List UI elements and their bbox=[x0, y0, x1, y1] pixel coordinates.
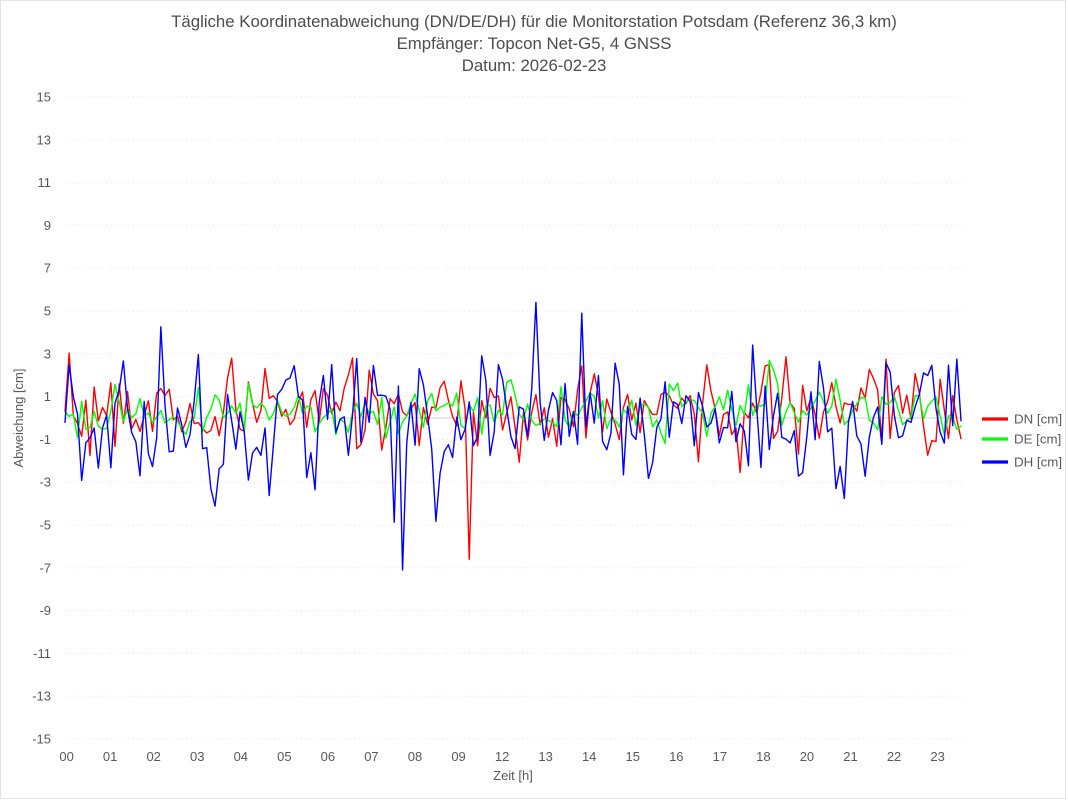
svg-text:7: 7 bbox=[44, 261, 51, 276]
svg-text:-13: -13 bbox=[32, 689, 51, 704]
svg-text:17: 17 bbox=[713, 749, 727, 764]
svg-text:21: 21 bbox=[843, 749, 857, 764]
svg-text:18: 18 bbox=[756, 749, 770, 764]
svg-text:08: 08 bbox=[408, 749, 422, 764]
svg-text:04: 04 bbox=[234, 749, 248, 764]
svg-text:05: 05 bbox=[277, 749, 291, 764]
svg-text:9: 9 bbox=[44, 218, 51, 233]
svg-text:-7: -7 bbox=[39, 560, 51, 575]
svg-text:01: 01 bbox=[103, 749, 117, 764]
svg-text:-11: -11 bbox=[33, 646, 51, 661]
svg-text:06: 06 bbox=[321, 749, 335, 764]
svg-text:03: 03 bbox=[190, 749, 204, 764]
svg-text:23: 23 bbox=[930, 749, 944, 764]
svg-text:15: 15 bbox=[626, 749, 640, 764]
svg-text:00: 00 bbox=[59, 749, 73, 764]
svg-text:DH [cm]: DH [cm] bbox=[1014, 455, 1062, 470]
svg-text:3: 3 bbox=[44, 346, 51, 361]
svg-text:11: 11 bbox=[38, 175, 52, 190]
svg-text:-9: -9 bbox=[39, 603, 51, 618]
svg-text:12: 12 bbox=[495, 749, 509, 764]
svg-text:DN [cm]: DN [cm] bbox=[1014, 412, 1062, 427]
svg-text:16: 16 bbox=[669, 749, 683, 764]
svg-text:02: 02 bbox=[146, 749, 160, 764]
svg-text:22: 22 bbox=[887, 749, 901, 764]
svg-text:-1: -1 bbox=[39, 432, 51, 447]
svg-text:1: 1 bbox=[44, 389, 51, 404]
svg-text:14: 14 bbox=[582, 749, 596, 764]
svg-text:13: 13 bbox=[538, 749, 552, 764]
svg-text:09: 09 bbox=[451, 749, 465, 764]
svg-text:15: 15 bbox=[37, 90, 51, 105]
svg-text:-15: -15 bbox=[32, 732, 51, 747]
svg-text:-3: -3 bbox=[39, 475, 51, 490]
svg-text:Zeit [h]: Zeit [h] bbox=[493, 768, 533, 783]
svg-text:DE [cm]: DE [cm] bbox=[1014, 432, 1061, 447]
svg-text:07: 07 bbox=[364, 749, 378, 764]
svg-text:13: 13 bbox=[37, 132, 51, 147]
svg-text:20: 20 bbox=[800, 749, 814, 764]
svg-text:5: 5 bbox=[44, 304, 51, 319]
svg-text:-5: -5 bbox=[39, 518, 51, 533]
svg-text:Abweichung [cm]: Abweichung [cm] bbox=[11, 369, 26, 468]
